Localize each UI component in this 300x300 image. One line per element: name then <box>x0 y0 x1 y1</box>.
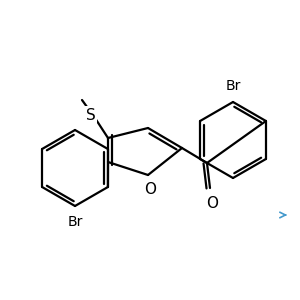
Text: O: O <box>206 196 218 211</box>
Text: O: O <box>144 182 156 196</box>
Text: S: S <box>86 107 96 122</box>
Text: Br: Br <box>225 79 241 93</box>
Text: Br: Br <box>67 215 83 229</box>
